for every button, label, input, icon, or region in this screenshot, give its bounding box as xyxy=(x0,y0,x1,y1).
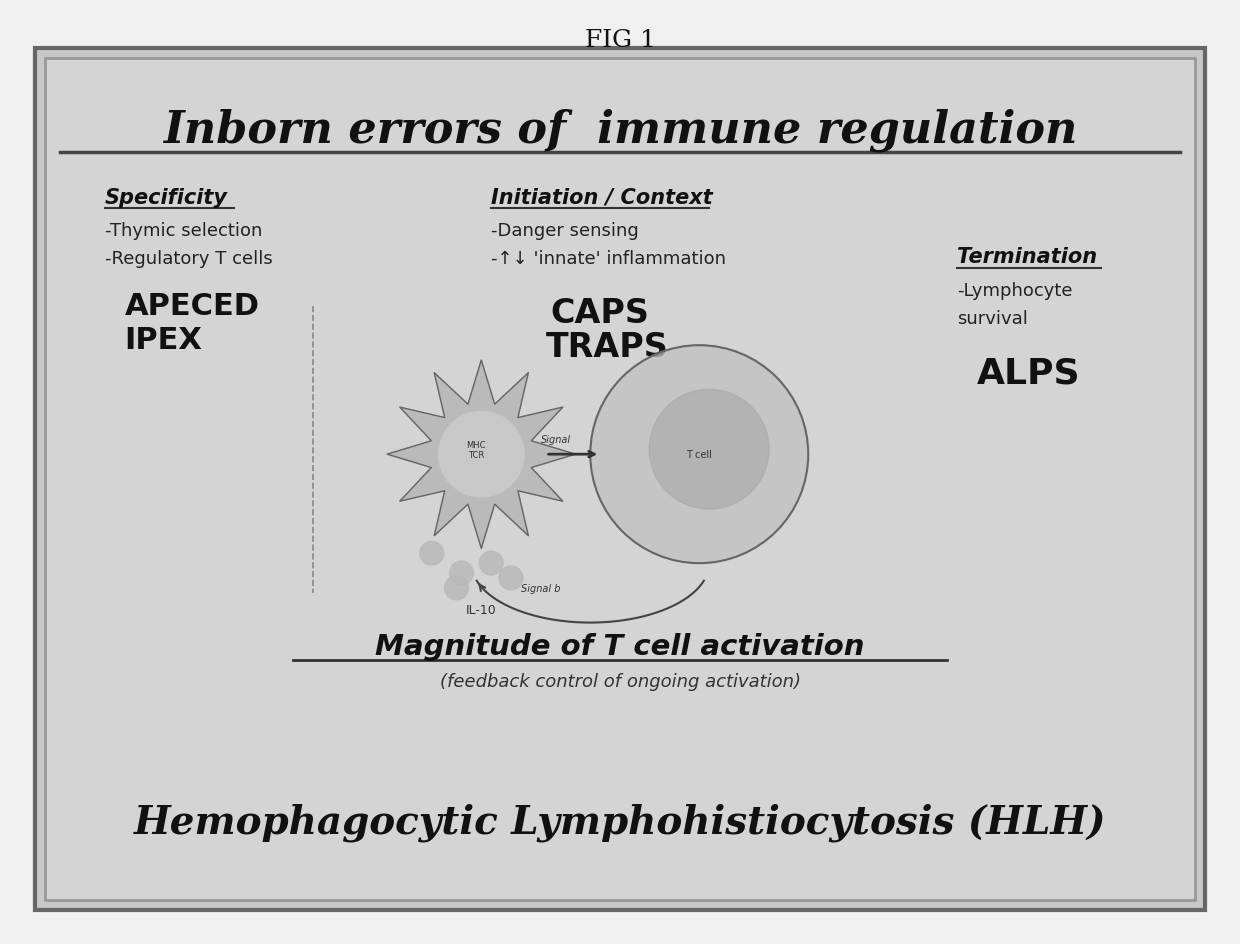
Text: T cell: T cell xyxy=(686,449,712,460)
FancyBboxPatch shape xyxy=(46,59,1194,900)
Text: IL-10: IL-10 xyxy=(466,603,497,616)
Text: MHC
TCR: MHC TCR xyxy=(466,440,486,460)
Text: -Lymphocyte: -Lymphocyte xyxy=(957,281,1073,299)
Text: (feedback control of ongoing activation): (feedback control of ongoing activation) xyxy=(439,672,801,690)
Text: Termination: Termination xyxy=(957,246,1097,267)
Text: -↑↓ 'innate' inflammation: -↑↓ 'innate' inflammation xyxy=(491,250,727,268)
Circle shape xyxy=(450,562,474,585)
Circle shape xyxy=(439,413,523,497)
Text: Magnitude of T cell activation: Magnitude of T cell activation xyxy=(376,632,864,661)
Circle shape xyxy=(590,346,808,564)
Circle shape xyxy=(480,551,503,576)
Text: Specificity: Specificity xyxy=(105,188,228,208)
Text: Hemophagocytic Lymphohistiocytosis (HLH): Hemophagocytic Lymphohistiocytosis (HLH) xyxy=(134,802,1106,841)
Text: -Danger sensing: -Danger sensing xyxy=(491,222,639,240)
Circle shape xyxy=(650,390,769,510)
Text: FIG 1: FIG 1 xyxy=(584,29,656,52)
Text: Signal: Signal xyxy=(541,435,570,445)
Text: -Regulatory T cells: -Regulatory T cells xyxy=(105,250,273,268)
Circle shape xyxy=(500,566,523,590)
Text: APECED: APECED xyxy=(125,292,259,320)
FancyBboxPatch shape xyxy=(36,49,1204,910)
Polygon shape xyxy=(387,361,575,548)
Text: IPEX: IPEX xyxy=(125,326,202,355)
Text: Signal b: Signal b xyxy=(521,583,560,594)
Text: survival: survival xyxy=(957,310,1028,328)
Circle shape xyxy=(420,542,444,565)
Text: CAPS: CAPS xyxy=(551,296,650,329)
Text: ALPS: ALPS xyxy=(977,356,1080,390)
Text: TRAPS: TRAPS xyxy=(546,331,668,364)
Circle shape xyxy=(445,577,469,600)
Text: -Thymic selection: -Thymic selection xyxy=(105,222,262,240)
Text: Initiation / Context: Initiation / Context xyxy=(491,188,713,208)
Text: Inborn errors of  immune regulation: Inborn errors of immune regulation xyxy=(162,109,1078,152)
